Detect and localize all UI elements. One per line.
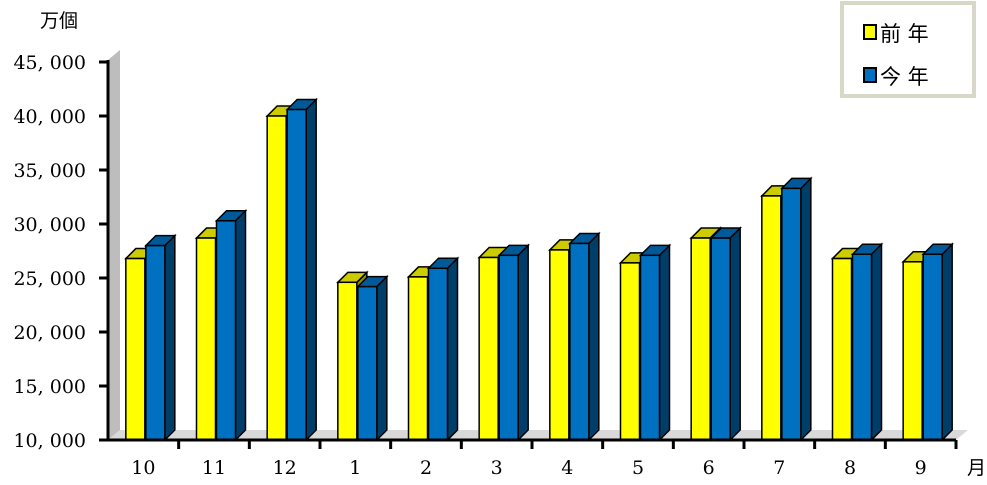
legend-label-this-year: 今 年 [880,65,929,89]
bars-layer [124,97,954,442]
legend-swatch-prev-year [863,24,877,40]
legend: 前 年 今 年 [840,1,976,98]
x-ticks-layer: 10 11 12 1 2 3 4 5 6 7 8 9 [131,440,958,479]
bar-this-year [568,231,601,442]
x-tick-label: 5 [632,457,644,479]
bar-this-year [709,226,742,442]
bar-this-year [850,242,884,442]
chart-back-wall [108,50,120,440]
x-tick-label: 12 [273,457,297,479]
bar-this-year [214,208,248,442]
bar-this-year [356,274,389,442]
y-tick-label: 45, 000 [13,52,86,74]
bar-this-year [285,97,318,442]
y-tick-label: 20, 000 [13,322,86,344]
x-tick-label: 11 [202,457,226,479]
bar-this-year [144,233,177,442]
x-tick-label: 7 [773,457,785,479]
bar-this-year [497,243,530,442]
bar-this-year [921,242,954,442]
y-tick-label: 10, 000 [13,430,86,452]
x-tick-label: 9 [915,457,927,479]
y-ticks-layer: 10, 000 15, 000 20, 000 25, 000 30, 000 35, 0… [13,52,108,452]
legend-swatch-this-year [863,67,877,83]
y-tick-label: 40, 000 [13,106,86,128]
x-tick-label: 1 [349,457,361,479]
y-tick-label: 30, 000 [13,214,86,236]
x-tick-label: 6 [703,457,715,479]
x-tick-label: 10 [131,457,155,479]
x-tick-label: 2 [420,457,432,479]
bar-this-year [638,243,672,442]
x-tick-label: 4 [561,457,573,479]
chart-floor [108,430,968,440]
y-tick-label: 25, 000 [13,268,86,290]
x-tick-label: 8 [844,457,856,479]
bar-this-year [426,256,460,442]
legend-label-prev-year: 前 年 [880,22,929,46]
y-tick-label: 15, 000 [13,376,86,398]
bar-this-year [780,176,813,442]
x-tick-label: 3 [491,457,503,479]
y-tick-label: 35, 000 [13,160,86,182]
y-unit-label: 万個 [40,10,78,32]
x-unit-label: 月 [967,457,986,479]
